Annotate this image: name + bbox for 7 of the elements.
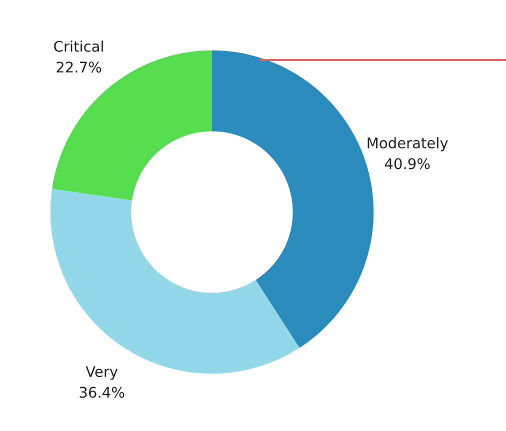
data-label: 22.7% bbox=[56, 62, 102, 73]
slice-label: Critical bbox=[54, 40, 103, 52]
donut-slice bbox=[52, 50, 212, 200]
slice-label: Moderately bbox=[368, 137, 448, 152]
slice-label: Very bbox=[86, 366, 118, 380]
data-label: 36.4% bbox=[80, 386, 124, 398]
data-label: 40.9% bbox=[384, 158, 430, 170]
